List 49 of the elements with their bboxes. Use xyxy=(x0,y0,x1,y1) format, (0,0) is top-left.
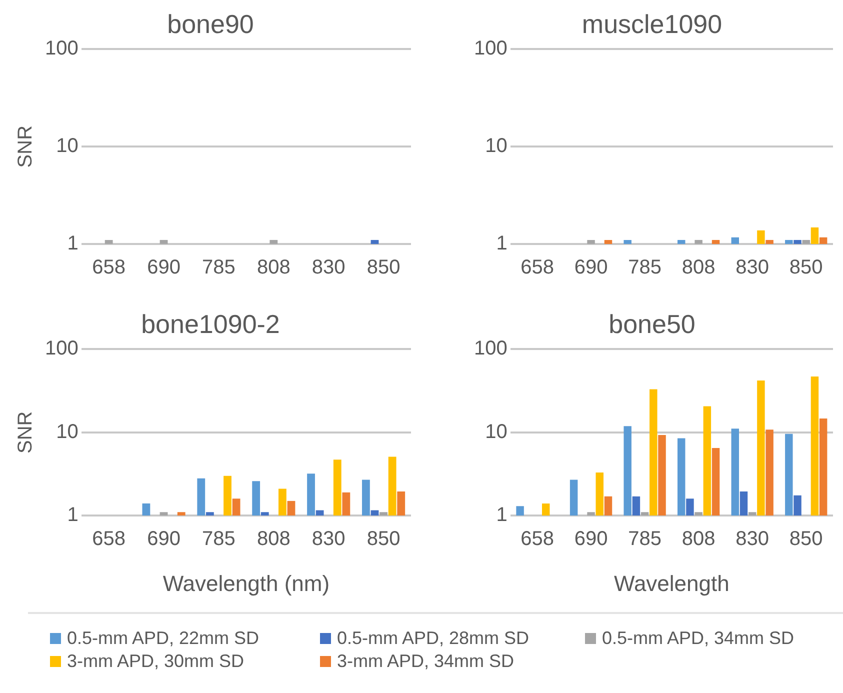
x-axis-title: Wavelength (nm) xyxy=(162,570,330,596)
x-tick-label: 808 xyxy=(682,256,716,279)
x-tick-label: 830 xyxy=(736,256,770,279)
y-tick-label: 10 xyxy=(485,135,508,158)
x-tick-label: 850 xyxy=(366,528,400,550)
legend-label: 0.5-mm APD, 22mm SD xyxy=(67,628,260,649)
x-tick-label: 830 xyxy=(736,528,770,550)
x-tick-label: 690 xyxy=(147,256,180,279)
x-tick-label: 785 xyxy=(202,528,236,550)
x-tick-label: 658 xyxy=(92,256,126,279)
x-tick-label: 850 xyxy=(789,256,823,279)
x-axis-title: Wavelength xyxy=(614,570,730,596)
y-axis-title: SNR xyxy=(14,411,37,454)
x-tick-label: 658 xyxy=(92,528,126,550)
x-tick-label: 785 xyxy=(628,528,662,550)
legend-label: 0.5-mm APD, 28mm SD xyxy=(337,628,530,649)
x-tick-label: 830 xyxy=(312,256,346,279)
y-tick-label: 10 xyxy=(56,420,78,443)
x-tick-label: 830 xyxy=(312,528,346,550)
chart-title: bone50 xyxy=(608,308,696,339)
x-tick-label: 808 xyxy=(256,256,290,279)
y-tick-label: 100 xyxy=(474,338,508,360)
y-tick-label: 1 xyxy=(67,232,78,255)
chart-title: muscle1090 xyxy=(582,8,722,39)
x-tick-label: 658 xyxy=(520,256,554,279)
y-axis-title: SNR xyxy=(14,125,37,168)
y-tick-label: 10 xyxy=(485,420,508,443)
x-tick-label: 785 xyxy=(202,256,236,279)
y-tick-label: 1 xyxy=(496,504,508,526)
y-tick-label: 1 xyxy=(496,232,508,255)
chart-title: bone90 xyxy=(167,8,254,39)
legend-label: 0.5-mm APD, 34mm SD xyxy=(602,628,794,649)
y-tick-label: 100 xyxy=(474,38,508,60)
legend-label: 3-mm APD, 30mm SD xyxy=(67,651,244,672)
x-tick-label: 850 xyxy=(366,256,400,279)
x-tick-label: 808 xyxy=(256,528,290,550)
x-tick-label: 808 xyxy=(682,528,716,550)
chart-title: bone1090-2 xyxy=(141,308,280,339)
legend-label: 3-mm APD, 34mm SD xyxy=(337,651,514,672)
y-tick-label: 100 xyxy=(44,38,78,60)
x-tick-label: 658 xyxy=(520,528,554,550)
y-tick-label: 1 xyxy=(67,504,78,526)
x-tick-label: 785 xyxy=(628,256,662,279)
x-tick-label: 690 xyxy=(574,256,608,279)
x-tick-label: 690 xyxy=(574,528,608,550)
x-tick-label: 690 xyxy=(147,528,180,550)
y-tick-label: 10 xyxy=(56,135,78,158)
y-tick-label: 100 xyxy=(44,338,78,360)
x-tick-label: 850 xyxy=(789,528,823,550)
